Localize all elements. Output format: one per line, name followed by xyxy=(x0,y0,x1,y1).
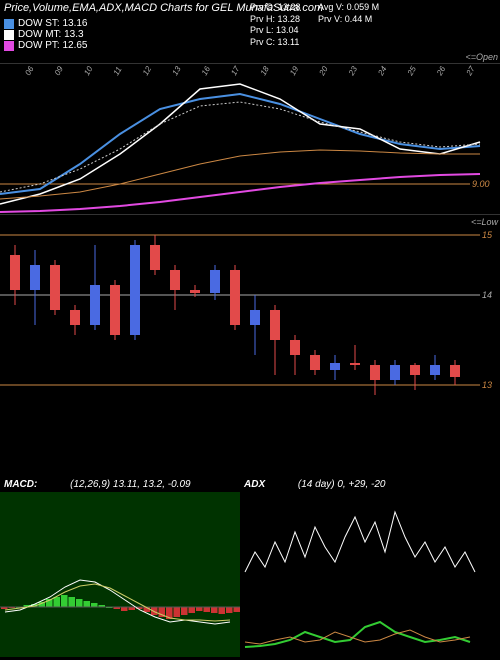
open-axis-label: <=Open xyxy=(465,52,498,62)
svg-text:9.00: 9.00 xyxy=(472,179,490,189)
adx-params: (14 day) 0, +29, -20 xyxy=(298,479,386,490)
adx-title: ADX xyxy=(244,479,265,490)
macd-title: MACD: xyxy=(4,479,37,490)
price-line-panel: 060910111213161718192023242526279.00 <=O… xyxy=(0,63,500,214)
low-axis-label: <=Low xyxy=(471,217,498,227)
adx-panel: ADX (14 day) 0, +29, -20 xyxy=(240,477,480,660)
candlestick-panel: 15 14 13 <=Low xyxy=(0,214,500,420)
price-stats: Prv O: 13.28Prv H: 13.28Prv L: 13.04Prv … xyxy=(250,2,394,49)
svg-text:15: 15 xyxy=(482,230,493,240)
macd-panel: MACD: (12,26,9) 13.11, 13.2, -0.09 xyxy=(0,477,240,660)
svg-text:13: 13 xyxy=(482,380,492,390)
macd-params: (12,26,9) 13.11, 13.2, -0.09 xyxy=(70,479,190,490)
svg-text:14: 14 xyxy=(482,290,492,300)
